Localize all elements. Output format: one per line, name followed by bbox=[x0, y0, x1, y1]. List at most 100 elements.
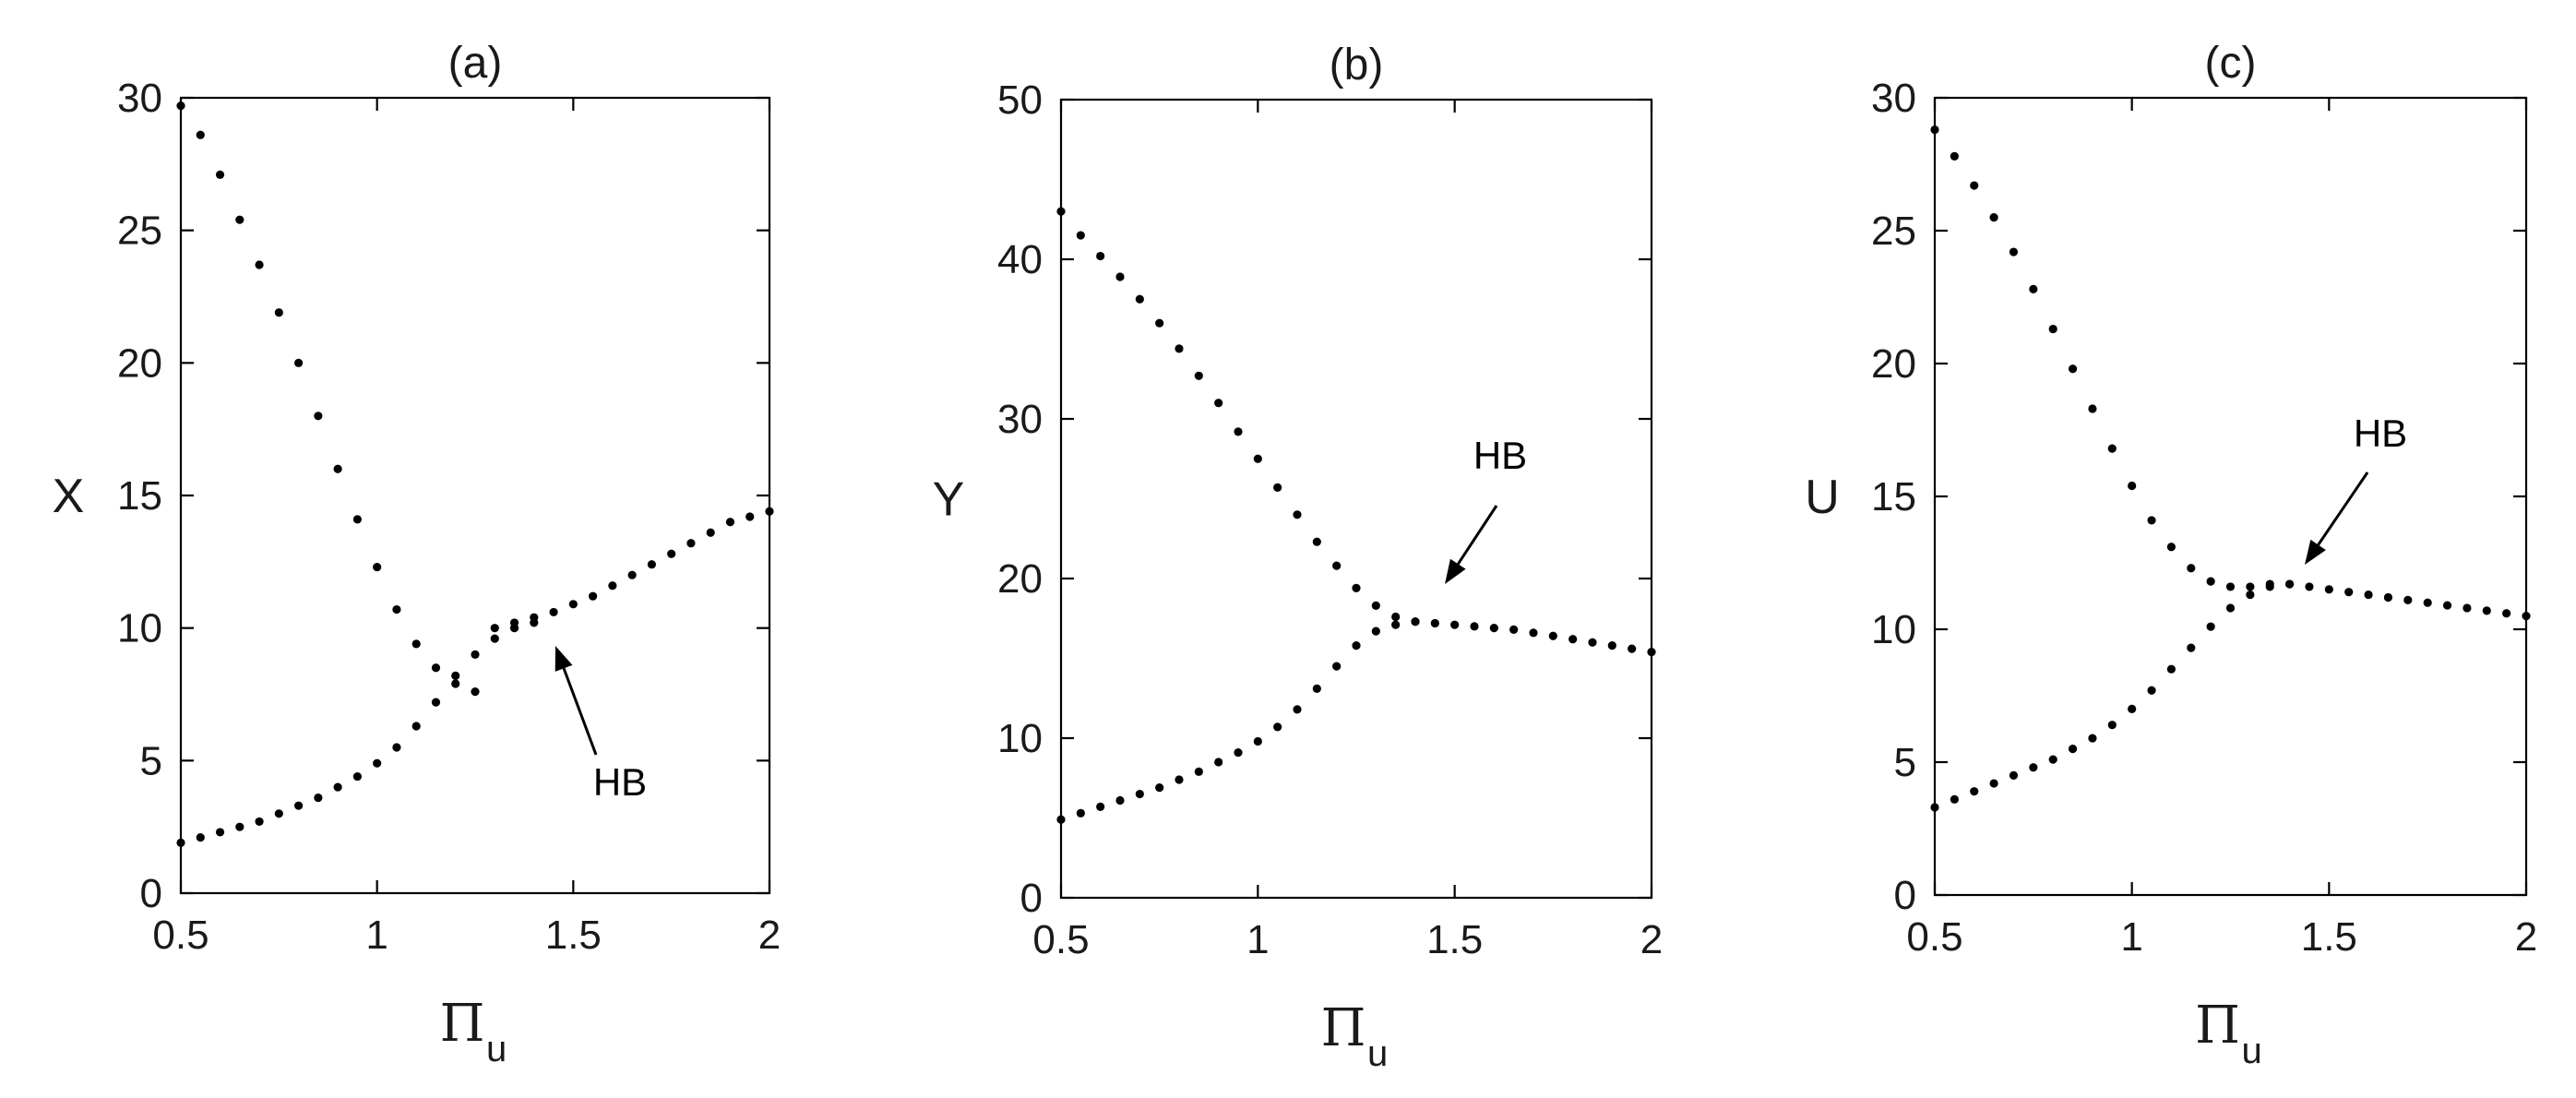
data-point-series-2 bbox=[2246, 590, 2255, 600]
data-point-series-2 bbox=[1930, 803, 1939, 812]
data-point-series-2 bbox=[215, 828, 225, 837]
data-point-series-2 bbox=[2265, 582, 2274, 591]
data-point-series-1 bbox=[2088, 404, 2097, 413]
data-point-series-1 bbox=[2383, 592, 2393, 603]
y-tick-label: 5 bbox=[140, 738, 162, 783]
data-point-series-1 bbox=[1175, 344, 1184, 353]
data-point-series-1 bbox=[1115, 272, 1125, 281]
annotation-hb: HB bbox=[2354, 412, 2407, 455]
annotation-arrow bbox=[2317, 471, 2369, 546]
data-point-series-2 bbox=[274, 809, 283, 818]
data-point-series-2 bbox=[1253, 736, 1262, 746]
data-point-series-2 bbox=[2009, 770, 2019, 781]
data-point-series-2 bbox=[2048, 755, 2057, 764]
x-tick-label: 1 bbox=[2120, 914, 2142, 960]
y-tick-label: 30 bbox=[117, 76, 162, 121]
data-point-series-1 bbox=[1253, 454, 1262, 463]
data-point-series-2 bbox=[1234, 747, 1243, 758]
data-point-series-2 bbox=[490, 634, 499, 643]
x-axis-label-subscript: u bbox=[486, 1029, 507, 1069]
y-tick-label: 10 bbox=[117, 606, 162, 651]
data-point-series-1 bbox=[1234, 427, 1243, 436]
data-point-series-1 bbox=[2107, 444, 2117, 453]
data-point-series-1 bbox=[1194, 371, 1203, 380]
data-point-series-1 bbox=[2403, 595, 2413, 604]
data-point-series-1 bbox=[1135, 294, 1144, 304]
y-tick-label: 20 bbox=[997, 556, 1043, 602]
x-axis-label: Π bbox=[1321, 998, 1366, 1058]
x-tick-label: 1.5 bbox=[1426, 917, 1483, 962]
y-tick-label: 25 bbox=[1871, 209, 1916, 254]
data-point-series-1 bbox=[1293, 510, 1302, 519]
data-point-series-2 bbox=[451, 671, 460, 680]
axes-frame bbox=[179, 96, 771, 895]
data-point-series-2 bbox=[1056, 815, 1066, 824]
data-point-series-1 bbox=[1076, 231, 1085, 240]
data-point-series-2 bbox=[392, 743, 401, 752]
y-axis-label: Y bbox=[933, 473, 965, 527]
data-point-series-2 bbox=[1273, 722, 1282, 732]
data-point-series-1 bbox=[2225, 582, 2236, 591]
data-point-series-1 bbox=[568, 600, 578, 609]
data-point-series-1 bbox=[1056, 207, 1066, 216]
data-point-series-2 bbox=[2147, 686, 2156, 695]
data-point-series-1 bbox=[1391, 612, 1401, 622]
data-point-series-2 bbox=[294, 801, 304, 810]
data-point-series-2 bbox=[2187, 643, 2196, 652]
panel-title: (a) bbox=[448, 39, 503, 88]
data-point-series-1 bbox=[1470, 622, 1479, 631]
x-tick-label: 0.5 bbox=[1906, 914, 1962, 960]
data-point-series-1 bbox=[314, 412, 323, 421]
data-point-series-1 bbox=[490, 624, 499, 633]
data-point-series-1 bbox=[373, 562, 382, 572]
data-point-series-2 bbox=[411, 722, 421, 731]
data-point-series-1 bbox=[2246, 582, 2255, 591]
x-axis-label: Π bbox=[440, 994, 485, 1054]
x-tick-label: 1 bbox=[1246, 917, 1269, 962]
data-point-series-1 bbox=[1989, 213, 1998, 222]
data-point-series-1 bbox=[745, 512, 755, 521]
data-point-series-1 bbox=[2344, 588, 2354, 597]
data-point-series-2 bbox=[176, 838, 185, 848]
data-point-series-1 bbox=[2502, 609, 2511, 618]
x-axis-label-subscript: u bbox=[2242, 1031, 2262, 1071]
y-tick-label: 10 bbox=[1871, 607, 1916, 652]
y-tick-label: 25 bbox=[117, 209, 162, 254]
data-point-series-2 bbox=[2088, 734, 2097, 743]
annotation-arrow bbox=[1457, 505, 1498, 566]
x-tick-label: 2 bbox=[2515, 914, 2537, 960]
data-point-series-1 bbox=[2482, 606, 2491, 615]
y-tick-label: 15 bbox=[117, 473, 162, 519]
data-point-series-1 bbox=[2206, 577, 2215, 586]
data-point-series-2 bbox=[2225, 603, 2236, 613]
data-point-series-2 bbox=[431, 698, 441, 707]
data-point-series-2 bbox=[1155, 783, 1164, 793]
data-point-series-1 bbox=[235, 215, 244, 224]
y-tick-label: 5 bbox=[1894, 740, 1916, 785]
data-point-series-1 bbox=[647, 560, 657, 569]
data-point-series-2 bbox=[1214, 758, 1223, 767]
data-point-series-2 bbox=[235, 822, 244, 831]
data-point-series-1 bbox=[255, 260, 264, 269]
annotation-hb: HB bbox=[593, 760, 647, 804]
data-point-series-2 bbox=[1332, 662, 1342, 671]
data-point-series-1 bbox=[2305, 582, 2314, 591]
data-point-series-1 bbox=[1155, 318, 1164, 328]
annotation-arrow bbox=[562, 667, 598, 756]
x-tick-label: 0.5 bbox=[1032, 917, 1089, 962]
data-point-series-1 bbox=[2166, 543, 2176, 552]
data-point-series-1 bbox=[1509, 625, 1519, 634]
data-point-series-1 bbox=[1096, 251, 1105, 261]
data-point-series-1 bbox=[2442, 601, 2452, 610]
data-point-series-1 bbox=[725, 518, 735, 527]
data-point-series-1 bbox=[686, 539, 696, 548]
data-point-series-1 bbox=[1607, 641, 1616, 650]
y-tick-label: 0 bbox=[140, 871, 162, 916]
data-point-series-2 bbox=[1411, 617, 1420, 627]
data-point-series-2 bbox=[509, 624, 519, 633]
x-axis-label-subscript: u bbox=[1367, 1033, 1388, 1074]
y-tick-label: 30 bbox=[997, 397, 1043, 442]
